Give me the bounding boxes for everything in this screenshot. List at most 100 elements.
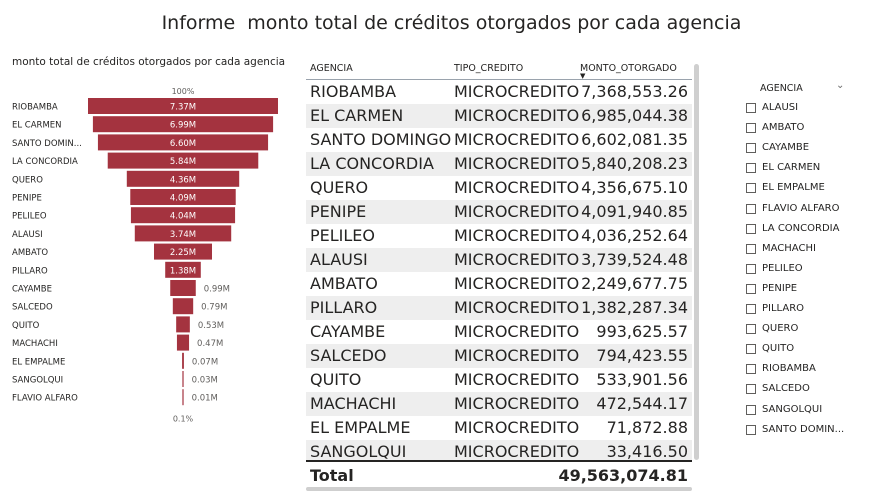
checkbox[interactable] (746, 123, 756, 134)
cell-monto-otorgado: 472,544.17 (596, 394, 688, 413)
checkbox[interactable] (746, 243, 756, 254)
slicer-item[interactable]: LA CONCORDIA (744, 221, 872, 239)
funnel-bar[interactable] (172, 298, 194, 315)
table-row[interactable]: QUERO MICROCREDITO 4,356,675.10 (306, 176, 692, 200)
checkbox[interactable] (746, 424, 756, 435)
slicer-item[interactable]: SANGOLQUI (744, 402, 872, 420)
checkbox[interactable] (746, 304, 756, 314)
funnel-bar[interactable] (126, 170, 240, 187)
slicer-item[interactable]: ALAUSI (744, 100, 872, 118)
cell-agencia: SALCEDO (310, 346, 387, 365)
table-row[interactable]: PILLARO MICROCREDITO 1,382,287.34 (306, 296, 692, 320)
funnel-bar[interactable] (88, 98, 278, 114)
slicer-item[interactable]: PILLARO (744, 301, 872, 319)
checkbox[interactable] (746, 163, 756, 174)
column-header-agencia[interactable]: AGENCIA (310, 63, 353, 74)
column-header-monto-otorgado[interactable]: MONTO_OTORGADO (580, 63, 677, 74)
table-row[interactable]: MACHACHI MICROCREDITO 472,544.17 (306, 392, 692, 416)
funnel-bar[interactable] (92, 116, 274, 133)
slicer-item[interactable]: QUERO (744, 321, 872, 339)
funnel-bar[interactable] (153, 243, 213, 260)
funnel-bar[interactable] (182, 371, 184, 387)
slicer-item[interactable]: EL CARMEN (744, 160, 872, 178)
cell-monto-otorgado: 6,985,044.38 (581, 106, 688, 125)
report-title: Informe monto total de créditos otorgado… (161, 12, 742, 34)
checkbox[interactable] (746, 404, 756, 415)
checkbox[interactable] (746, 203, 756, 214)
sort-descending-icon[interactable]: ▼ (580, 72, 586, 80)
slicer-item[interactable]: SANTO DOMIN... (744, 422, 872, 440)
funnel-bar[interactable] (176, 316, 190, 333)
horizontal-scrollbar[interactable] (306, 487, 692, 491)
checkbox[interactable] (746, 384, 756, 395)
checkbox[interactable] (746, 223, 756, 234)
cell-monto-otorgado: 5,840,208.23 (581, 154, 688, 173)
cell-monto-otorgado: 1,382,287.34 (581, 298, 688, 317)
table-row[interactable]: SANGOLQUI MICROCREDITO 33,416.50 (306, 440, 692, 460)
checkbox[interactable] (746, 324, 756, 335)
funnel-value-label: 3.74M (170, 230, 196, 240)
cell-tipo-credito: MICROCREDITO (454, 154, 580, 173)
table-row[interactable]: ALAUSI MICROCREDITO 3,739,524.48 (306, 248, 692, 272)
table-row[interactable]: PELILEO MICROCREDITO 4,036,252.64 (306, 224, 692, 248)
funnel-bar[interactable] (134, 225, 232, 242)
table-row[interactable]: SANTO DOMINGO MICROCREDITO 6,602,081.35 (306, 128, 692, 152)
cell-monto-otorgado: 4,036,252.64 (581, 226, 688, 245)
slicer-header[interactable]: AGENCIA ⌄ (744, 80, 862, 96)
slicer-item[interactable]: FLAVIO ALFARO (744, 201, 872, 219)
slicer-item[interactable]: AMBATO (744, 120, 872, 138)
funnel-bar[interactable] (130, 207, 236, 224)
slicer-item[interactable]: RIOBAMBA (744, 361, 872, 379)
table-row[interactable]: EL EMPALME MICROCREDITO 71,872.88 (306, 416, 692, 440)
funnel-value-label: 5.84M (170, 157, 196, 167)
slicer-item[interactable]: SALCEDO (744, 381, 872, 399)
funnel-value-label: 2.25M (170, 248, 196, 258)
cell-monto-otorgado: 993,625.57 (596, 322, 688, 341)
table-row[interactable]: RIOBAMBA MICROCREDITO 7,368,553.26 (306, 80, 692, 104)
slicer-item[interactable]: PELILEO (744, 261, 872, 279)
vertical-scrollbar[interactable] (694, 64, 699, 460)
table-total-row: Total 49,563,074.81 (306, 460, 692, 488)
funnel-bar[interactable] (182, 352, 184, 369)
checkbox[interactable] (746, 344, 756, 355)
funnel-bar[interactable] (130, 189, 236, 205)
slicer-item[interactable]: QUITO (744, 341, 872, 359)
table-row[interactable]: CAYAMBE MICROCREDITO 993,625.57 (306, 320, 692, 344)
checkbox[interactable] (746, 103, 756, 113)
table-row[interactable]: QUITO MICROCREDITO 533,901.56 (306, 368, 692, 392)
table-row[interactable]: LA CONCORDIA MICROCREDITO 5,840,208.23 (306, 152, 692, 176)
chevron-down-icon[interactable]: ⌄ (836, 80, 845, 91)
funnel-bar[interactable] (170, 280, 196, 296)
funnel-chart[interactable]: monto total de créditos otorgados por ca… (8, 56, 296, 436)
column-header-tipo-credito[interactable]: TIPO_CREDITO (454, 63, 524, 74)
funnel-category-label: PENIPE (12, 194, 42, 204)
checkbox[interactable] (746, 283, 756, 294)
funnel-category-label: AMBATO (12, 248, 48, 258)
funnel-value-label: 4.04M (170, 212, 196, 222)
checkbox[interactable] (746, 143, 756, 154)
funnel-bar[interactable] (107, 152, 259, 169)
slicer-item[interactable]: MACHACHI (744, 241, 872, 259)
funnel-bar[interactable] (176, 334, 190, 351)
funnel-bar[interactable] (182, 389, 184, 406)
funnel-value-label: 0.03M (192, 376, 218, 386)
slicer-item[interactable]: PENIPE (744, 281, 872, 299)
slicer-item[interactable]: EL EMPALME (744, 180, 872, 198)
cell-tipo-credito: MICROCREDITO (454, 346, 580, 365)
funnel-value-label: 0.79M (201, 303, 227, 313)
funnel-bar[interactable] (97, 134, 269, 151)
table-row[interactable]: AMBATO MICROCREDITO 2,249,677.75 (306, 272, 692, 296)
table-row[interactable]: PENIPE MICROCREDITO 4,091,940.85 (306, 200, 692, 224)
slicer-item[interactable]: CAYAMBE (744, 140, 872, 158)
funnel-bar[interactable] (165, 261, 201, 278)
checkbox[interactable] (746, 263, 756, 274)
funnel-title: monto total de créditos otorgados por ca… (12, 56, 286, 68)
checkbox[interactable] (746, 183, 756, 194)
cell-agencia: CAYAMBE (310, 322, 386, 341)
table-row[interactable]: SALCEDO MICROCREDITO 794,423.55 (306, 344, 692, 368)
checkbox[interactable] (746, 364, 756, 375)
data-table[interactable]: AGENCIA TIPO_CREDITO MONTO_OTORGADO ▼ RI… (306, 58, 700, 492)
slicer-item-label: QUITO (762, 343, 795, 355)
agencia-slicer[interactable]: AGENCIA ⌄ ALAUSI AMBATO CAYAMBE EL CARMEN EL… (744, 80, 874, 460)
table-row[interactable]: EL CARMEN MICROCREDITO 6,985,044.38 (306, 104, 692, 128)
